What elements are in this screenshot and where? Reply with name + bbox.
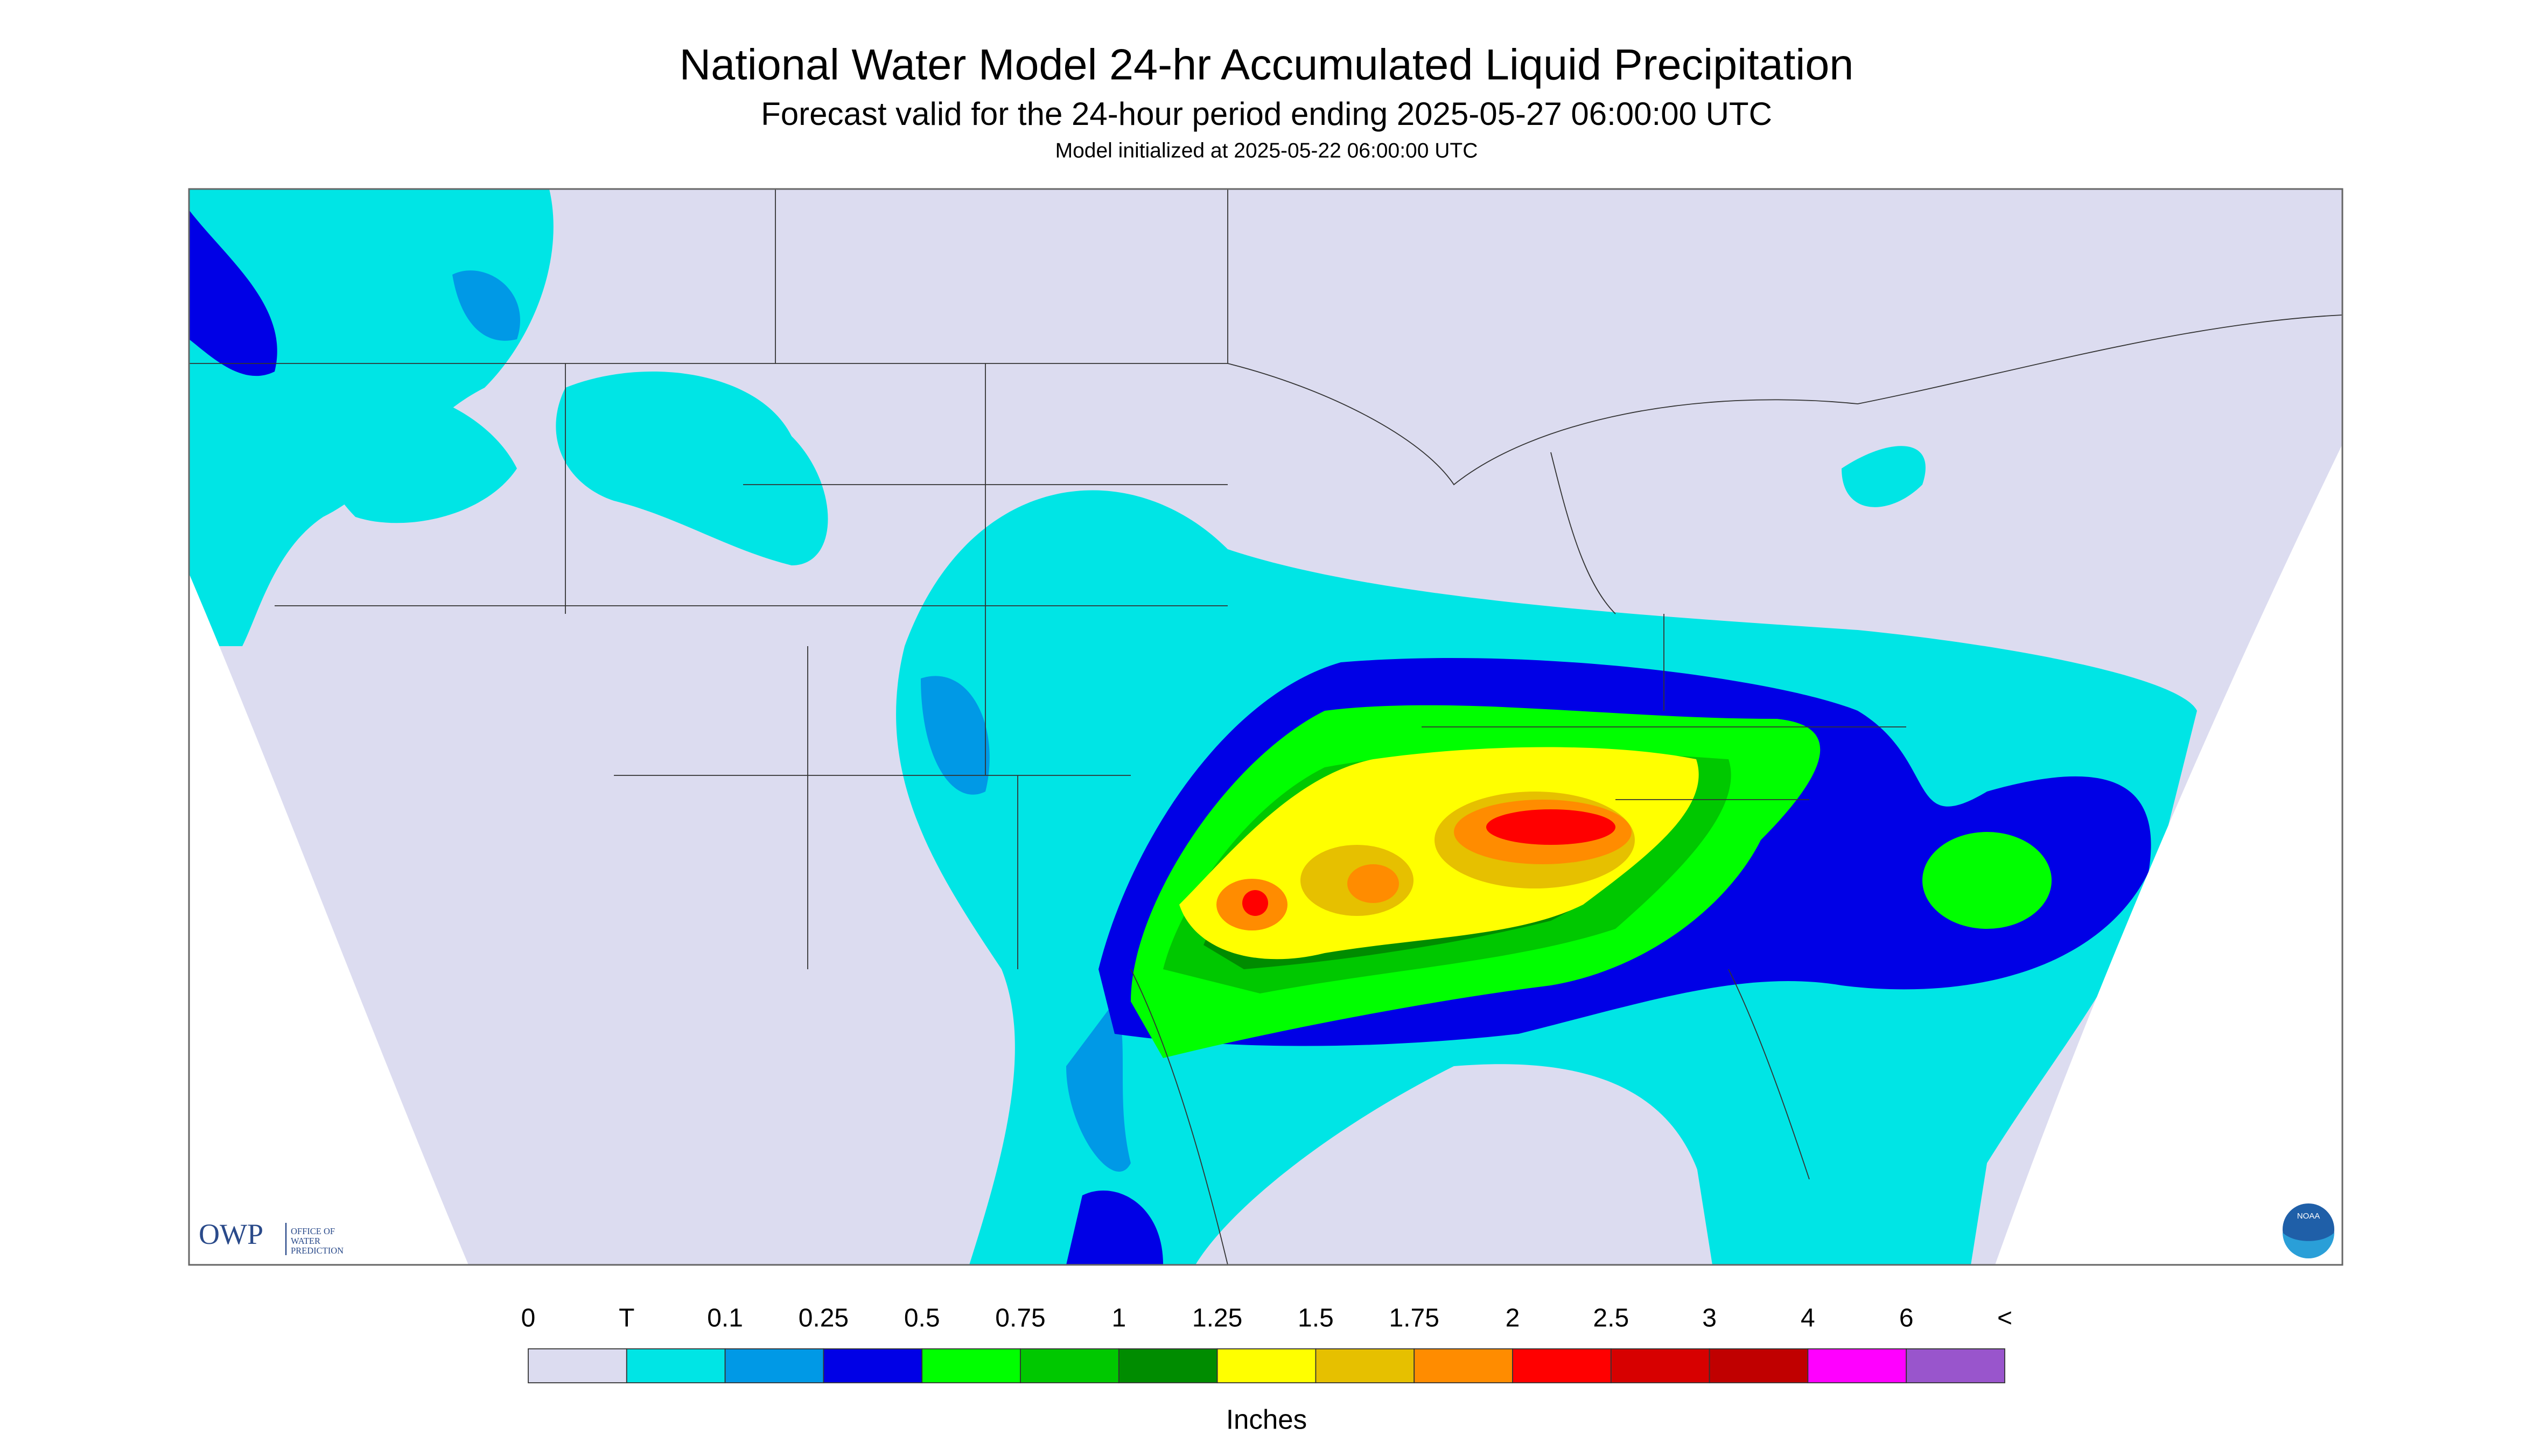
colorbar-swatch <box>1216 1348 1317 1383</box>
colorbar-swatch <box>724 1348 824 1383</box>
outside-projection-right <box>1995 189 2342 1265</box>
colorbar-swatch <box>1020 1348 1119 1383</box>
map-frame <box>188 188 2343 1266</box>
colorbar-swatch <box>1118 1348 1218 1383</box>
colorbar-label: 1.5 <box>1298 1304 1334 1333</box>
noaa-logo-wave <box>2283 1233 2334 1259</box>
owp-logo-text: PREDICTION <box>291 1245 344 1256</box>
nw-precip <box>189 189 828 647</box>
noaa-logo-text: NOAA <box>2297 1212 2320 1221</box>
owp-logo: OWP <box>199 1218 263 1250</box>
title: National Water Model 24-hr Accumulated L… <box>680 40 1854 89</box>
colorbar-swatch <box>823 1348 923 1383</box>
colorbar: 0 T 0.1 0.25 0.5 0.75 1 1.25 1.5 1.75 2 2.5 3 4 6 < <box>521 1304 2012 1383</box>
outside-projection-left <box>189 189 468 1265</box>
colorbar-label: 1.75 <box>1389 1304 1439 1333</box>
subtitle: Forecast valid for the 24-hour period en… <box>761 96 1772 132</box>
colorbar-label: 6 <box>1899 1304 1914 1333</box>
owp-logo-text: OFFICE OF <box>291 1226 335 1236</box>
colorbar-label: 2.5 <box>1593 1304 1629 1333</box>
init-time: Model initialized at 2025-05-22 06:00:00… <box>1055 139 1478 162</box>
colorbar-label: 1.25 <box>1192 1304 1242 1333</box>
colorbar-swatch <box>528 1348 627 1383</box>
central-precip <box>896 446 2197 1265</box>
colorbar-swatch <box>1807 1348 1907 1383</box>
colorbar-swatch <box>1512 1348 1612 1383</box>
colorbar-label: 0 <box>521 1304 536 1333</box>
colorbar-swatch <box>921 1348 1021 1383</box>
colorbar-label: 0.1 <box>707 1304 743 1333</box>
colorbar-swatch <box>1906 1348 2005 1383</box>
colorbar-label: 2 <box>1506 1304 1520 1333</box>
map: OWP OFFICE OF WATER PREDICTION NOAA <box>188 188 2343 1266</box>
colorbar-label: 0.5 <box>904 1304 940 1333</box>
colorbar-label: T <box>619 1304 634 1333</box>
colorbar-label: 4 <box>1801 1304 1815 1333</box>
borders <box>189 189 2342 1265</box>
colorbar-swatch <box>1315 1348 1415 1383</box>
colorbar-label: 1 <box>1111 1304 1126 1333</box>
owp-logo-text: WATER <box>291 1236 320 1246</box>
colorbar-unit: Inches <box>1226 1404 1307 1434</box>
colorbar-label: < <box>1997 1304 2012 1333</box>
colorbar-swatch <box>626 1348 726 1383</box>
colorbar-label: 3 <box>1702 1304 1717 1333</box>
colorbar-swatch <box>1610 1348 1710 1383</box>
colorbar-swatch <box>1414 1348 1513 1383</box>
colorbar-swatch <box>1709 1348 1809 1383</box>
colorbar-label: 0.75 <box>995 1304 1045 1333</box>
colorbar-label: 0.25 <box>799 1304 849 1333</box>
